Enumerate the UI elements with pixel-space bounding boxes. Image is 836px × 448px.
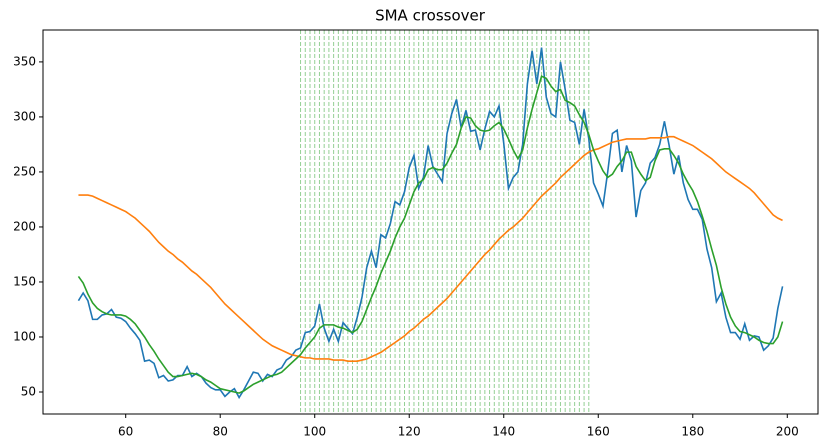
y-tick-label: 50 [21,384,36,398]
y-tick-label: 300 [13,109,36,123]
y-tick-label: 150 [13,274,36,288]
plot-area: 60 80 100 120 140 160 180 200 50 100 150 200 250 300 3… [13,30,799,439]
x-tick-label: 80 [213,425,228,439]
y-tick-label: 100 [13,329,36,343]
chart-title: SMA crossover [375,7,486,25]
axes-frame [42,29,819,415]
x-tick-label: 100 [303,425,326,439]
x-tick-label: 120 [398,425,421,439]
x-tick-label: 140 [492,425,515,439]
series-line [78,135,783,362]
series-line [77,75,784,394]
x-tick-label: 180 [681,425,704,439]
y-tick-label: 250 [13,164,36,178]
y-tick-label: 200 [13,219,36,233]
x-tick-label: 160 [587,425,610,439]
x-tick-label: 60 [118,425,133,439]
y-tick-label: 350 [13,54,36,68]
x-tick-label: 200 [776,425,799,439]
